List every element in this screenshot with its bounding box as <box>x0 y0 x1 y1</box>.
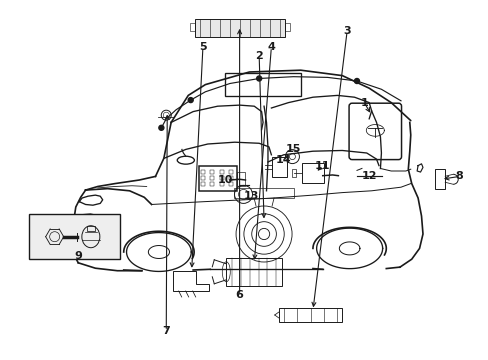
Bar <box>224 73 300 96</box>
Bar <box>29 214 120 259</box>
Bar <box>226 258 282 286</box>
Bar <box>228 170 233 174</box>
Bar <box>228 182 233 186</box>
Bar <box>284 23 289 31</box>
Bar <box>201 182 204 186</box>
Text: 10: 10 <box>217 175 232 185</box>
Circle shape <box>256 76 261 81</box>
Bar <box>434 169 444 189</box>
Text: 13: 13 <box>244 191 259 201</box>
Bar <box>228 176 233 180</box>
Text: 15: 15 <box>285 144 301 154</box>
Text: 1: 1 <box>360 98 367 108</box>
Bar <box>199 166 237 191</box>
Text: 8: 8 <box>455 171 463 181</box>
Bar <box>237 172 244 186</box>
Bar <box>292 169 296 177</box>
Bar <box>278 308 342 322</box>
Text: 12: 12 <box>361 171 376 181</box>
Bar <box>210 182 214 186</box>
Circle shape <box>188 98 193 103</box>
Text: 4: 4 <box>267 42 275 52</box>
Bar <box>87 226 95 231</box>
Bar <box>201 170 204 174</box>
Text: 3: 3 <box>343 26 350 36</box>
Bar <box>189 23 194 31</box>
Circle shape <box>159 125 163 130</box>
Text: 5: 5 <box>199 42 206 52</box>
Bar <box>194 19 284 37</box>
Bar <box>234 188 293 198</box>
Text: 2: 2 <box>255 51 263 61</box>
Circle shape <box>354 78 359 84</box>
Text: 11: 11 <box>314 161 330 171</box>
Bar <box>219 182 224 186</box>
Bar <box>302 163 324 183</box>
Text: 7: 7 <box>162 326 170 336</box>
Bar <box>271 157 286 177</box>
Bar <box>210 170 214 174</box>
Bar <box>201 176 204 180</box>
Text: 14: 14 <box>275 155 291 165</box>
Bar <box>219 170 224 174</box>
Text: 6: 6 <box>235 290 243 300</box>
Bar <box>219 176 224 180</box>
Bar <box>210 176 214 180</box>
Text: 9: 9 <box>74 251 82 261</box>
